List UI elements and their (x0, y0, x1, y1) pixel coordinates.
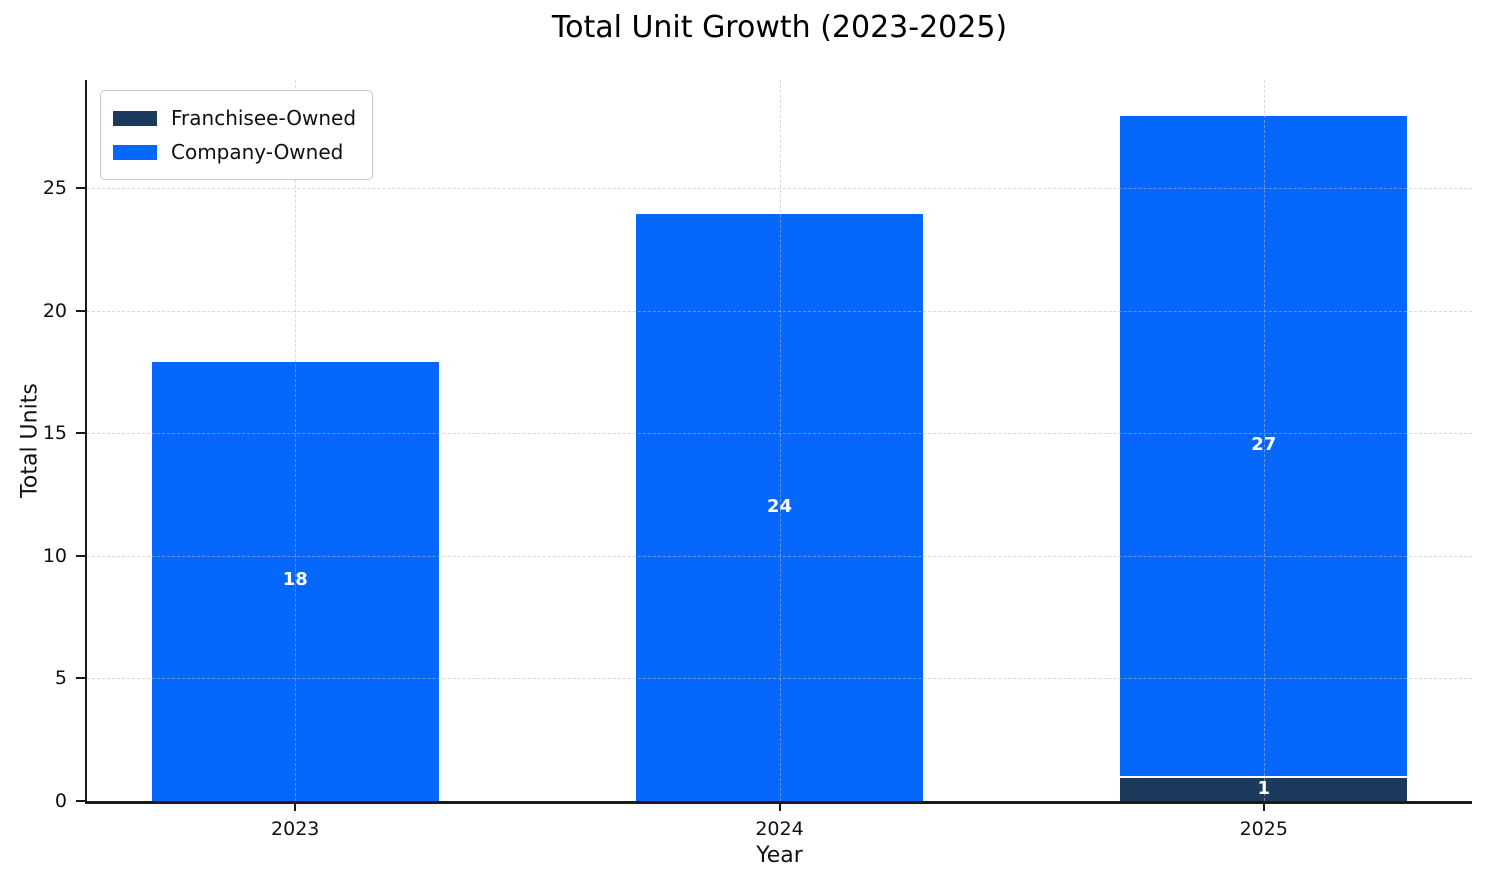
legend-item-company-owned: Company-Owned (113, 135, 356, 169)
y-tick-label: 0 (54, 790, 67, 812)
legend-item-franchisee-owned: Franchisee-Owned (113, 101, 356, 135)
x-axis-title: Year (756, 843, 803, 868)
legend-label: Company-Owned (171, 140, 344, 164)
x-tick-label: 2023 (271, 818, 320, 840)
y-tick-label: 25 (42, 176, 67, 199)
bar-value-label: 27 (1251, 434, 1277, 456)
legend-swatch-company-owned (113, 144, 157, 160)
bar-value-label: 24 (766, 495, 793, 517)
y-tick-mark (76, 432, 85, 435)
x-tick-label: 2025 (1239, 818, 1288, 840)
y-tick-mark (76, 677, 85, 680)
bar-value-label: 1 (1257, 777, 1271, 799)
y-tick-label: 15 (42, 422, 67, 445)
plot-area: 18 24 1 27 0 5 10 15 20 25 2023 2024 2025 Franchis… (43, 80, 1472, 840)
y-tick-mark (76, 186, 85, 189)
x-tick-mark (778, 802, 781, 811)
y-tick-label: 10 (42, 544, 67, 567)
bar-segment-2025-company-owned (1118, 114, 1410, 777)
y-tick-label: 5 (54, 667, 67, 690)
legend: Franchisee-Owned Company-Owned (100, 90, 374, 180)
legend-swatch-franchisee-owned (113, 110, 157, 126)
y-tick-mark (76, 554, 85, 557)
y-tick-mark (76, 309, 85, 312)
y-tick-label: 20 (42, 299, 67, 322)
x-tick-mark (294, 802, 297, 811)
y-tick-mark (76, 800, 85, 802)
bar-segment-2025-franchisee-owned (1118, 776, 1410, 801)
y-axis-title: Total Units (17, 383, 43, 498)
legend-label: Franchisee-Owned (171, 106, 357, 130)
x-tick-label: 2024 (755, 818, 804, 840)
y-axis-line (85, 80, 87, 803)
chart-title: Total Unit Growth (2023-2025) (551, 10, 1008, 45)
bar-value-label: 18 (282, 569, 308, 591)
x-tick-mark (1262, 802, 1265, 811)
